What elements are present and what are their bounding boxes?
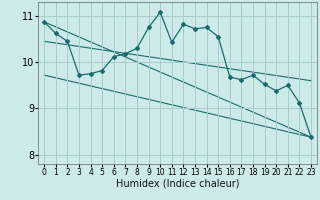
X-axis label: Humidex (Indice chaleur): Humidex (Indice chaleur) bbox=[116, 179, 239, 189]
